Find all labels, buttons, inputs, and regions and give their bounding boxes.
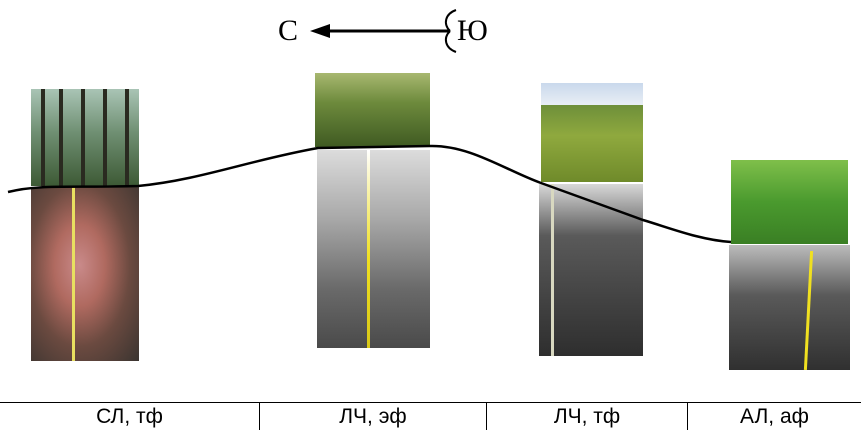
caption-divider (486, 403, 487, 430)
south-label: Ю (457, 14, 488, 47)
field-vegetation-photo (541, 83, 643, 182)
crop-field (541, 105, 643, 182)
caption-lawn: АЛ, аф (740, 405, 809, 428)
caption-row: СЛ, тф ЛЧ, эф ЛЧ, тф АЛ, аф (0, 402, 861, 430)
measuring-tape (367, 150, 370, 348)
tree-trunk (103, 89, 107, 186)
meadow-soil-profile-photo (317, 150, 430, 348)
tree-trunk (41, 89, 45, 186)
lawn-soil-profile-photo (729, 245, 850, 370)
measuring-tape (72, 187, 75, 361)
measuring-tape (551, 184, 554, 356)
sky (541, 83, 643, 105)
tree-trunk (59, 89, 63, 186)
meadow-vegetation-photo (315, 73, 430, 147)
forest-vegetation-photo (31, 89, 139, 186)
caption-divider (259, 403, 260, 430)
caption-meadow: ЛЧ, эф (339, 405, 407, 428)
tree-trunk (81, 89, 85, 186)
caption-forest: СЛ, тф (96, 405, 163, 428)
lawn-vegetation-photo (731, 160, 848, 244)
forest-soil-profile-photo (31, 187, 139, 361)
caption-field: ЛЧ, тф (553, 405, 621, 428)
north-label: С (278, 14, 299, 47)
caption-divider (687, 403, 688, 430)
tree-trunk (125, 89, 129, 186)
